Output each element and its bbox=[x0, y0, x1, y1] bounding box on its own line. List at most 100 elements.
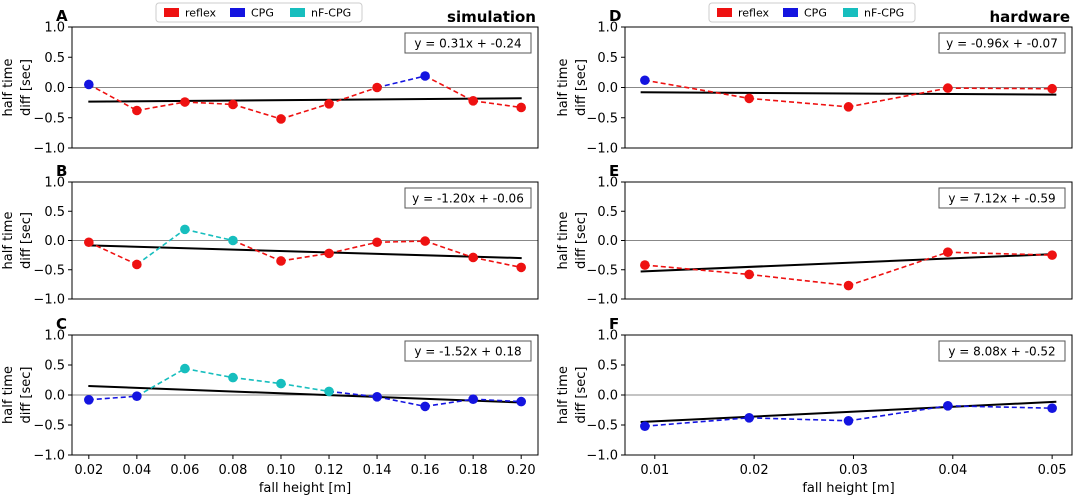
series-segment bbox=[280, 252, 330, 262]
legend-frame bbox=[708, 2, 916, 23]
y-axis-label-line2: diff [sec] bbox=[574, 212, 589, 269]
series-segment bbox=[947, 251, 1053, 256]
panel-letter: D bbox=[609, 7, 621, 25]
x-tick-label: 0.14 bbox=[363, 463, 392, 478]
y-tick-label: −0.5 bbox=[33, 111, 65, 126]
data-point-cpg bbox=[744, 413, 754, 423]
legend-frame bbox=[155, 2, 363, 23]
data-point-reflex bbox=[1047, 250, 1057, 260]
series-segment bbox=[88, 241, 138, 266]
y-axis-label-line2: diff [sec] bbox=[574, 59, 589, 116]
legend-label-reflex: reflex bbox=[185, 7, 217, 20]
regression-line bbox=[640, 400, 1057, 424]
data-point-cpg bbox=[84, 79, 94, 90]
y-tick-label: −1.0 bbox=[33, 449, 65, 464]
x-tick-label: 0.06 bbox=[170, 463, 199, 478]
y-axis-label-line1: half time bbox=[1, 366, 16, 424]
legend-label-nf-cpg: nF-CPG bbox=[311, 7, 351, 20]
y-axis-label-line1: half time bbox=[556, 59, 571, 117]
regression-equation: y = 0.31x + -0.24 bbox=[414, 37, 521, 51]
regression-equation: y = 7.12x + -0.59 bbox=[948, 192, 1055, 206]
y-axis-label-line2: diff [sec] bbox=[19, 59, 34, 116]
panel-letter: B bbox=[56, 162, 67, 180]
data-point-reflex bbox=[420, 236, 430, 246]
data-point-reflex bbox=[324, 99, 334, 109]
y-tick-label: 0.0 bbox=[597, 389, 618, 404]
data-point-cpg bbox=[640, 421, 650, 432]
panel-title: hardware bbox=[990, 8, 1071, 26]
data-point-reflex bbox=[132, 105, 142, 116]
data-point-cpg bbox=[468, 394, 478, 405]
data-point-reflex bbox=[943, 83, 953, 93]
equation-box bbox=[938, 32, 1066, 54]
data-point-cpg bbox=[132, 391, 142, 402]
panel-c: −1.0 −0.5 0.0 0.5 1.0 0.02 0.04 0.06 0.08 0.10 0.1… bbox=[1, 315, 539, 496]
y-tick-label: 1.0 bbox=[597, 176, 618, 191]
data-point-reflex bbox=[640, 260, 650, 270]
data-point-reflex bbox=[324, 248, 334, 259]
equation-box bbox=[404, 340, 532, 362]
x-tick-label: 0.18 bbox=[459, 463, 488, 478]
data-point-reflex bbox=[372, 82, 382, 93]
data-point-reflex bbox=[516, 102, 526, 113]
data-point-nf-cpg bbox=[180, 224, 190, 235]
series-segment bbox=[644, 264, 750, 276]
y-tick-label: 0.0 bbox=[597, 81, 618, 96]
y-axis-label-line1: half time bbox=[556, 212, 571, 270]
series-segment bbox=[328, 390, 378, 398]
series-segment bbox=[232, 239, 282, 262]
legend-label-nf-cpg: nF-CPG bbox=[864, 7, 904, 20]
x-tick-label: 0.08 bbox=[218, 463, 247, 478]
y-axis-label-line1: half time bbox=[556, 366, 571, 424]
data-point-cpg bbox=[640, 75, 650, 86]
regression-equation: y = -1.20x + -0.06 bbox=[412, 192, 524, 206]
x-tick-label: 0.04 bbox=[122, 463, 151, 478]
regression-line bbox=[640, 253, 1057, 273]
series-segment bbox=[184, 101, 233, 106]
data-point-reflex bbox=[843, 102, 854, 112]
y-tick-label: 1.0 bbox=[597, 21, 618, 36]
regression-line bbox=[88, 244, 522, 260]
series-segment bbox=[184, 228, 234, 242]
data-point-nf-cpg bbox=[324, 386, 334, 397]
y-tick-label: 0.5 bbox=[44, 51, 65, 66]
series-segment bbox=[376, 75, 426, 89]
series-segment bbox=[848, 251, 949, 287]
y-tick-label: 0.5 bbox=[597, 359, 618, 374]
x-axis-label: fall height [m] bbox=[802, 481, 894, 496]
series-segment bbox=[473, 398, 522, 403]
series-segment bbox=[280, 103, 330, 120]
panel-letter: A bbox=[56, 7, 68, 25]
data-point-cpg bbox=[943, 401, 953, 411]
regression-line bbox=[88, 385, 522, 404]
equation-box bbox=[404, 32, 532, 54]
series-segment bbox=[88, 395, 137, 401]
y-tick-label: −1.0 bbox=[33, 293, 65, 308]
x-axis-label: fall height [m] bbox=[259, 481, 351, 496]
data-point-cpg bbox=[516, 396, 526, 407]
equation-box bbox=[404, 187, 532, 209]
y-tick-label: −0.5 bbox=[33, 263, 65, 278]
y-tick-label: −0.5 bbox=[586, 111, 618, 126]
y-tick-label: −1.0 bbox=[586, 449, 618, 464]
data-point-reflex bbox=[1047, 83, 1057, 94]
series-segment bbox=[947, 87, 1053, 90]
data-point-cpg bbox=[420, 71, 430, 81]
data-point-nf-cpg bbox=[228, 235, 238, 246]
series-segment bbox=[232, 376, 282, 385]
x-tick-label: 0.10 bbox=[267, 463, 296, 478]
equation-box bbox=[938, 340, 1066, 362]
data-point-reflex bbox=[468, 252, 478, 263]
data-point-cpg bbox=[420, 401, 430, 412]
series-segment bbox=[473, 100, 522, 109]
x-tick-label: 0.01 bbox=[640, 463, 669, 478]
data-point-reflex bbox=[943, 247, 953, 257]
legend-label-cpg: CPG bbox=[251, 7, 274, 20]
y-axis-label-line1: half time bbox=[1, 212, 16, 270]
data-point-reflex bbox=[744, 269, 754, 280]
series-segment bbox=[328, 86, 378, 105]
y-tick-label: 0.5 bbox=[44, 205, 65, 220]
legend: reflex CPG nF-CPG bbox=[708, 2, 916, 23]
series-segment bbox=[376, 396, 426, 408]
